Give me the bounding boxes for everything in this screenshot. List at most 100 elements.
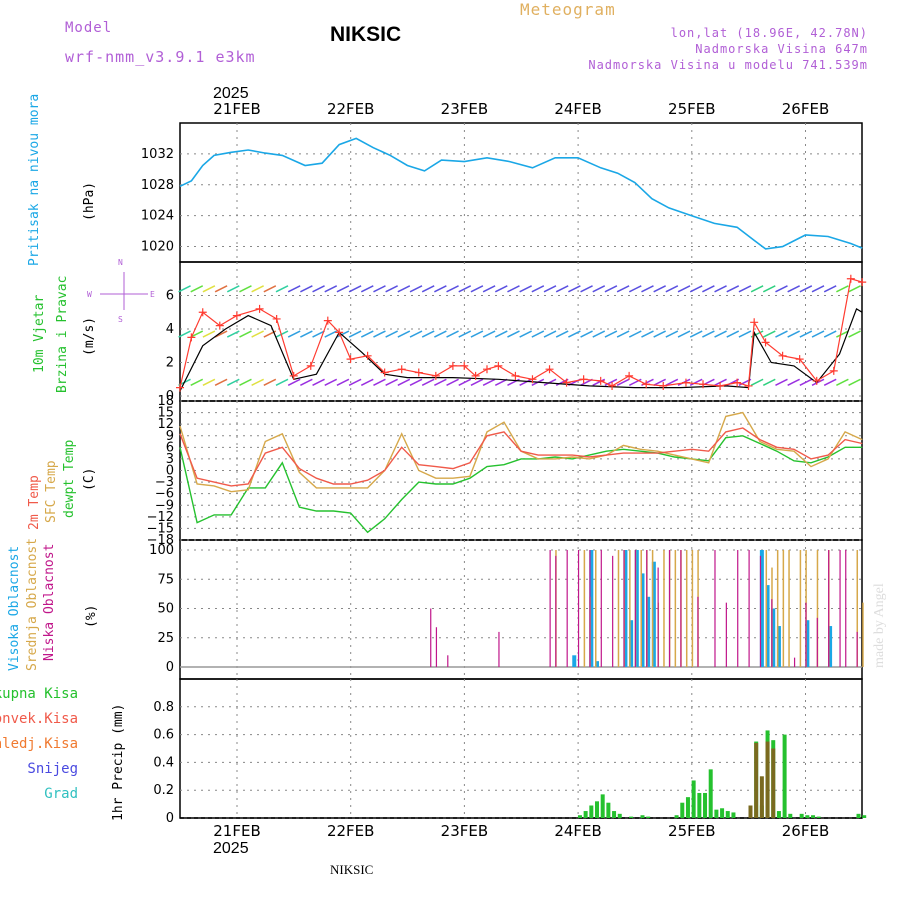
model-altitude-label: Nadmorska Visina u modelu 741.539m (588, 58, 868, 72)
wind-arrow-icon (409, 330, 423, 338)
wind-arrow-icon (202, 330, 216, 338)
temp-tick-label: −3 (155, 475, 174, 490)
wind-arrow-icon (300, 285, 313, 293)
wind-arrow-icon (726, 330, 740, 338)
temp-tick-label: −12 (147, 510, 174, 525)
wind-gust-marker (528, 375, 537, 384)
wind-arrow-icon (799, 330, 813, 338)
wind-gust-marker (744, 381, 753, 390)
mid-cloud-bar (776, 550, 779, 667)
wind-gust-marker (699, 380, 708, 389)
wind-arrow-icon (178, 285, 191, 293)
temp-2m-line (179, 427, 863, 487)
altitude-label: Nadmorska Visina 647m (695, 42, 868, 56)
high-cloud-bar (572, 655, 577, 667)
wind-arrow-icon (848, 378, 861, 386)
wind-arrow-icon (568, 330, 581, 338)
wind-gust-marker (659, 381, 668, 390)
precip-snow-bar (771, 748, 776, 818)
precip-total-bar (600, 794, 605, 818)
low-cloud-bar (856, 631, 858, 667)
wind-arrow-icon (458, 330, 472, 338)
wind-arrow-icon (287, 285, 301, 293)
wind-arrow-icon (726, 285, 740, 293)
wind-gust-marker (625, 371, 634, 380)
wind-arrow-icon (507, 285, 520, 293)
wind-arrow-icon (592, 285, 606, 293)
mid-cloud-bar (816, 550, 819, 667)
wind-arrow-icon (214, 330, 228, 338)
precip-tick-label: 0 (166, 811, 174, 826)
wind-arrow-icon (848, 285, 861, 293)
high-cloud-bar (623, 550, 628, 667)
temp-tick-label: −6 (155, 487, 174, 502)
x-tick-bottom: 25FEB (668, 822, 715, 840)
wind-arrow-icon (482, 285, 496, 293)
wind-arrow-icon (409, 285, 423, 293)
compass-w: W (87, 290, 92, 299)
wind-gust-marker (829, 366, 838, 375)
compass-e: E (150, 290, 155, 299)
pressure-tick-label: 1020 (141, 240, 174, 255)
low-cloud-bar (577, 550, 580, 667)
x-tick-top: 26FEB (782, 100, 829, 118)
wind-arrow-icon (592, 378, 606, 386)
low-cloud-bar (435, 627, 438, 667)
wind-arrow-icon (604, 330, 618, 338)
wind-arrow-icon (446, 285, 459, 293)
wind-arrow-icon (385, 330, 398, 338)
mid-cloud-bar (629, 550, 631, 667)
wind-tick-label: 6 (166, 289, 174, 304)
wind-arrow-icon (702, 330, 715, 338)
wind-gust-marker (846, 274, 855, 283)
precip-total-bar (805, 815, 810, 818)
wind-arrow-icon (494, 285, 508, 293)
wind-arrow-icon (275, 285, 289, 293)
precip-tick-label: 0.6 (153, 728, 174, 743)
x-tick-top: 23FEB (441, 100, 488, 118)
wind-arrow-icon (714, 330, 727, 338)
wind-arrow-icon (616, 285, 630, 293)
wind-arrow-icon (239, 378, 252, 386)
mid-cloud-bar (595, 550, 597, 667)
wind-arrow-icon (519, 330, 532, 338)
low-cloud-bar (447, 655, 449, 667)
precip-total-bar (674, 815, 679, 818)
wind-arrow-icon (360, 378, 374, 386)
wind-gust-marker (750, 318, 759, 327)
x-tick-bottom: 23FEB (441, 822, 488, 840)
wind-arrow-icon (702, 285, 715, 293)
wind-arrow-icon (714, 285, 727, 293)
wind-gust-marker (778, 351, 787, 360)
wind-gust-marker (176, 383, 184, 392)
high-cloud-bar (629, 620, 634, 667)
wind-gust-marker (733, 378, 742, 387)
wind-gust-marker (716, 381, 725, 390)
wind-arrow-icon (823, 378, 837, 386)
wind-arrow-icon (641, 285, 654, 293)
wind-gust-marker (812, 376, 821, 385)
precip-snow-bar (748, 805, 753, 818)
low-cloud-bar (549, 550, 551, 667)
wind-arrow-icon (482, 330, 496, 338)
wind-gust-marker (346, 355, 355, 364)
low-cloud-bar (612, 555, 614, 667)
wind-arrow-icon (324, 378, 338, 386)
wind-arrow-icon (336, 285, 350, 293)
wind-arrow-icon (543, 330, 557, 338)
low-cloud-bar (566, 550, 568, 667)
wind-gust-marker (579, 375, 588, 384)
precip-total-bar (691, 780, 696, 818)
low-cloud-bar (623, 550, 625, 667)
wind-gust-marker (323, 316, 332, 325)
temp-tick-label: 18 (157, 394, 174, 409)
wind-arrow-icon (275, 378, 289, 386)
compass-s: S (118, 315, 123, 324)
wind-arrow-icon (470, 330, 484, 338)
precip-total-bar (640, 815, 645, 818)
precip-total-bar (725, 811, 730, 818)
wind-arrow-icon (750, 285, 764, 293)
precip-total-bar (788, 813, 793, 818)
low-cloud-bar (793, 657, 796, 667)
